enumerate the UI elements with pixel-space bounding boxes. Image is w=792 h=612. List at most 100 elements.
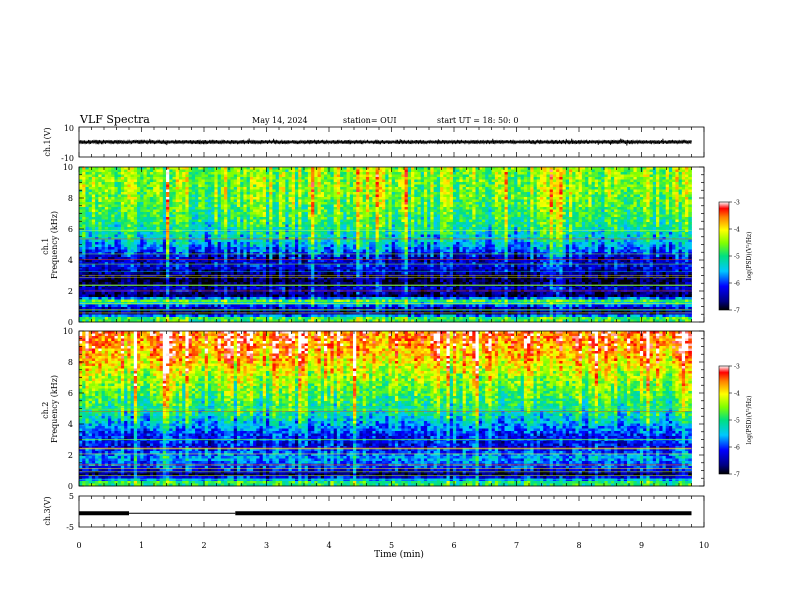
spectrogram-cell	[275, 177, 280, 180]
spectrogram-cell	[259, 189, 264, 193]
spectrogram-cell	[188, 182, 193, 185]
spectrogram-cell	[449, 182, 454, 185]
spectrogram-cell	[559, 224, 563, 228]
spectrogram-cell	[346, 209, 351, 213]
spectrogram-cell	[388, 187, 393, 190]
spectrogram-cell	[527, 207, 531, 210]
spectrogram-cell	[510, 169, 515, 173]
spectrogram-cell	[417, 207, 422, 210]
spectrogram-cell	[349, 169, 354, 173]
spectrogram-cell	[510, 197, 515, 200]
spectrogram-cell	[469, 224, 473, 228]
spectrogram-cell	[498, 172, 502, 175]
spectrogram-cell	[340, 192, 344, 195]
spectrogram-cell	[543, 179, 547, 183]
spectrogram-cell	[356, 182, 360, 185]
spectrogram-cell	[659, 227, 663, 230]
spectrogram-cell	[330, 194, 335, 198]
spectrogram-cell	[304, 222, 309, 225]
spectrogram-cell	[91, 192, 96, 195]
spectrogram-cell	[388, 172, 393, 175]
spectrogram-cell	[282, 197, 286, 200]
spectrogram-cell	[404, 177, 409, 180]
spectrogram-cell	[478, 219, 483, 223]
spectrogram-cell	[636, 199, 641, 203]
spectrogram-cell	[430, 197, 434, 200]
spectrogram-cell	[536, 199, 541, 203]
spectrogram-cell	[685, 199, 689, 203]
spectrogram-cell	[307, 184, 312, 188]
spectrogram-cell	[256, 192, 260, 195]
spectrogram-cell	[414, 202, 418, 205]
spectrogram-cell	[311, 197, 315, 200]
spectrogram-cell	[195, 204, 199, 208]
spectrogram-cell	[333, 167, 338, 170]
spectrogram-cell	[569, 167, 573, 170]
spectrogram-cell	[627, 204, 631, 208]
spectrogram-cell	[346, 227, 351, 230]
spectrogram-cell	[143, 227, 148, 230]
spectrogram-cell	[614, 197, 618, 200]
spectrogram-cell	[649, 194, 654, 198]
spectrogram-cell	[356, 192, 360, 195]
spectrogram-cell	[394, 217, 399, 220]
spectrogram-cell	[311, 219, 315, 223]
spectrogram-cell	[485, 177, 489, 180]
spectrogram-cell	[294, 187, 299, 190]
spectrogram-cell	[188, 204, 193, 208]
spectrogram-cell	[162, 187, 167, 190]
spectrogram-cell	[630, 222, 634, 225]
spectrogram-cell	[211, 167, 215, 170]
spectrogram-cell	[301, 167, 306, 170]
spectrogram-cell	[249, 217, 254, 220]
spectrogram-cell	[111, 209, 115, 213]
spectrogram-cell	[320, 214, 325, 218]
spectrogram-cell	[301, 194, 306, 198]
spectrogram-cell	[488, 172, 493, 175]
spectrogram-cell	[652, 207, 657, 210]
spectrogram-cell	[507, 184, 512, 188]
spectrogram-cell	[178, 202, 183, 205]
spectrogram-cell	[169, 229, 173, 233]
spectrogram-cell	[488, 187, 493, 190]
spectrogram-cell	[411, 177, 415, 180]
spectrogram-cell	[665, 209, 670, 213]
spectrogram-cell	[656, 169, 660, 173]
spectrogram-cell	[575, 192, 580, 195]
spectrogram-cell	[556, 227, 560, 230]
spectrogram-cell	[185, 224, 189, 228]
spectrogram-cell	[562, 179, 567, 183]
spectrogram-cell	[533, 187, 538, 190]
spectrogram-cell	[211, 187, 215, 190]
spectrogram-cell	[549, 224, 554, 228]
spectrogram-cell	[472, 209, 476, 213]
spectrogram-cell	[114, 194, 119, 198]
spectrogram-cell	[614, 209, 618, 213]
spectrogram-cell	[588, 189, 592, 193]
spectrogram-cell	[356, 172, 360, 175]
spectrogram-cell	[149, 169, 154, 173]
spectrogram-cell	[681, 184, 686, 188]
spectrogram-cell	[662, 172, 667, 175]
spectrogram-cell	[327, 189, 331, 193]
spectrogram-cell	[604, 197, 609, 200]
spectrogram-cell	[394, 184, 399, 188]
spectrogram-cell	[401, 207, 405, 210]
spectrogram-cell	[249, 219, 254, 223]
spectrogram-cell	[481, 187, 486, 190]
spectrogram-cell	[85, 229, 90, 233]
spectrogram-cell	[527, 214, 531, 218]
spectrogram-cell	[217, 177, 222, 180]
spectrogram-cell	[256, 217, 260, 220]
spectrogram-cell	[375, 209, 380, 213]
spectrogram-cell	[433, 224, 438, 228]
spectrogram-cell	[375, 179, 380, 183]
spectrogram-cell	[282, 214, 286, 218]
spectrogram-cell	[211, 184, 215, 188]
spectrogram-cell	[117, 182, 122, 185]
spectrogram-cell	[636, 202, 641, 205]
spectrogram-cell	[204, 174, 209, 178]
spectrogram-cell	[443, 194, 447, 198]
spectrogram-cell	[411, 174, 415, 178]
spectrogram-cell	[539, 187, 544, 190]
